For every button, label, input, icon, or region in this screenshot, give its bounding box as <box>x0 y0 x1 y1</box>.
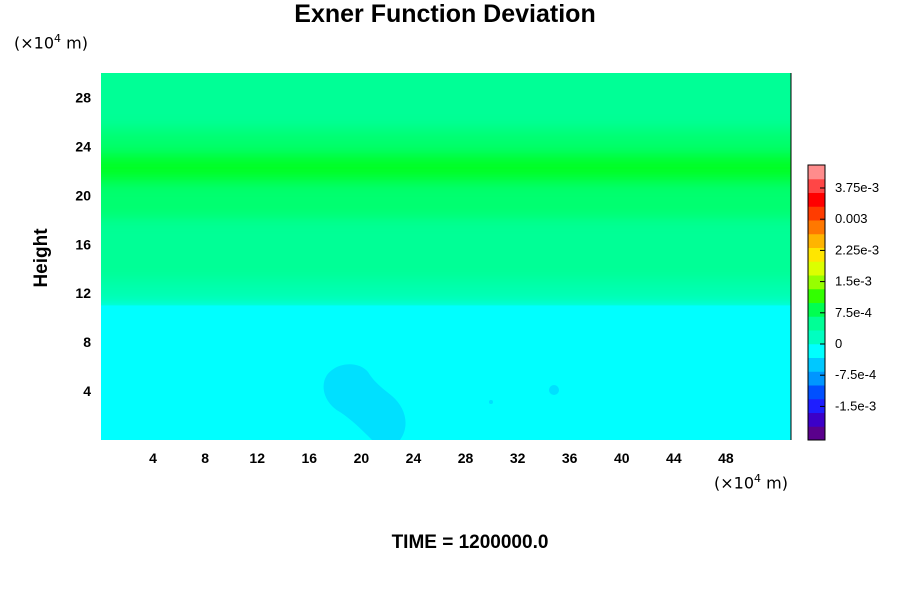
colorbar-tick-label: -1.5e-3 <box>835 398 876 413</box>
colorbar-swatch <box>808 178 825 193</box>
colorbar-swatch <box>808 275 825 290</box>
x-tick-label: 48 <box>718 450 734 466</box>
x-axis-unit: (×104 m) <box>714 472 788 493</box>
colorbar-border <box>807 164 826 441</box>
colorbar-swatch <box>808 192 825 207</box>
anomaly-spot <box>489 400 493 404</box>
y-tick-label: 4 <box>83 383 91 399</box>
colorbar-tick-label: 7.5e-4 <box>835 305 872 320</box>
contour-band-base <box>101 305 791 440</box>
y-tick-label: 8 <box>83 334 91 350</box>
x-tick-label: 24 <box>406 450 422 466</box>
colorbar-swatch <box>808 412 825 427</box>
contour-band <box>101 219 791 281</box>
colorbar-swatch <box>808 398 825 413</box>
colorbar-swatch <box>808 247 825 262</box>
x-tick-label: 44 <box>666 450 682 466</box>
y-tick-label: 12 <box>75 285 91 301</box>
time-label: TIME = 1200000.0 <box>391 532 549 553</box>
colorbar-swatch <box>808 261 825 276</box>
colorbar-swatch <box>808 343 825 358</box>
x-tick-label: 4 <box>149 450 157 466</box>
colorbar-tick-label: 0.003 <box>835 211 868 226</box>
colorbar-swatch <box>808 316 825 331</box>
colorbar-swatch <box>808 385 825 400</box>
contour-band <box>101 152 791 184</box>
colorbar-swatch <box>808 357 825 372</box>
y-axis-unit: (×104 m) <box>14 32 88 53</box>
colorbar-swatch <box>808 426 825 441</box>
colorbar-tick-label: 3.75e-3 <box>835 180 879 195</box>
anomaly-region <box>323 364 406 440</box>
colorbar-tick-label: 1.5e-3 <box>835 274 872 289</box>
x-tick-label: 12 <box>249 450 265 466</box>
x-tick-label: 36 <box>562 450 578 466</box>
colorbar-tick-label: -7.5e-4 <box>835 367 876 382</box>
contour-band <box>101 183 791 220</box>
colorbar-swatch <box>808 206 825 221</box>
x-tick-label: 32 <box>510 450 526 466</box>
colorbar-swatch <box>808 288 825 303</box>
y-tick-label: 20 <box>75 187 91 203</box>
contour-band <box>101 280 791 306</box>
plot-area <box>101 73 791 440</box>
x-tick-label: 28 <box>458 450 474 466</box>
y-tick-label: 24 <box>75 138 91 154</box>
colorbar-swatch <box>808 220 825 235</box>
x-tick-label: 8 <box>201 450 209 466</box>
colorbar-tick-label: 2.25e-3 <box>835 242 879 257</box>
colorbar-swatch <box>808 302 825 317</box>
x-tick-label: 20 <box>354 450 370 466</box>
colorbar-swatch <box>808 165 825 180</box>
colorbar-swatch <box>808 371 825 386</box>
colorbar-swatch <box>808 233 825 248</box>
chart-title: Exner Function Deviation <box>294 0 596 28</box>
contour-band <box>101 128 791 153</box>
x-tick-label: 40 <box>614 450 630 466</box>
y-tick-label: 16 <box>75 236 91 252</box>
contour-band <box>101 73 791 129</box>
colorbar-swatch <box>808 330 825 345</box>
x-tick-label: 16 <box>302 450 318 466</box>
colorbar-tick-label: 0 <box>835 336 842 351</box>
y-tick-label: 28 <box>75 89 91 105</box>
anomaly-spot <box>549 385 559 395</box>
